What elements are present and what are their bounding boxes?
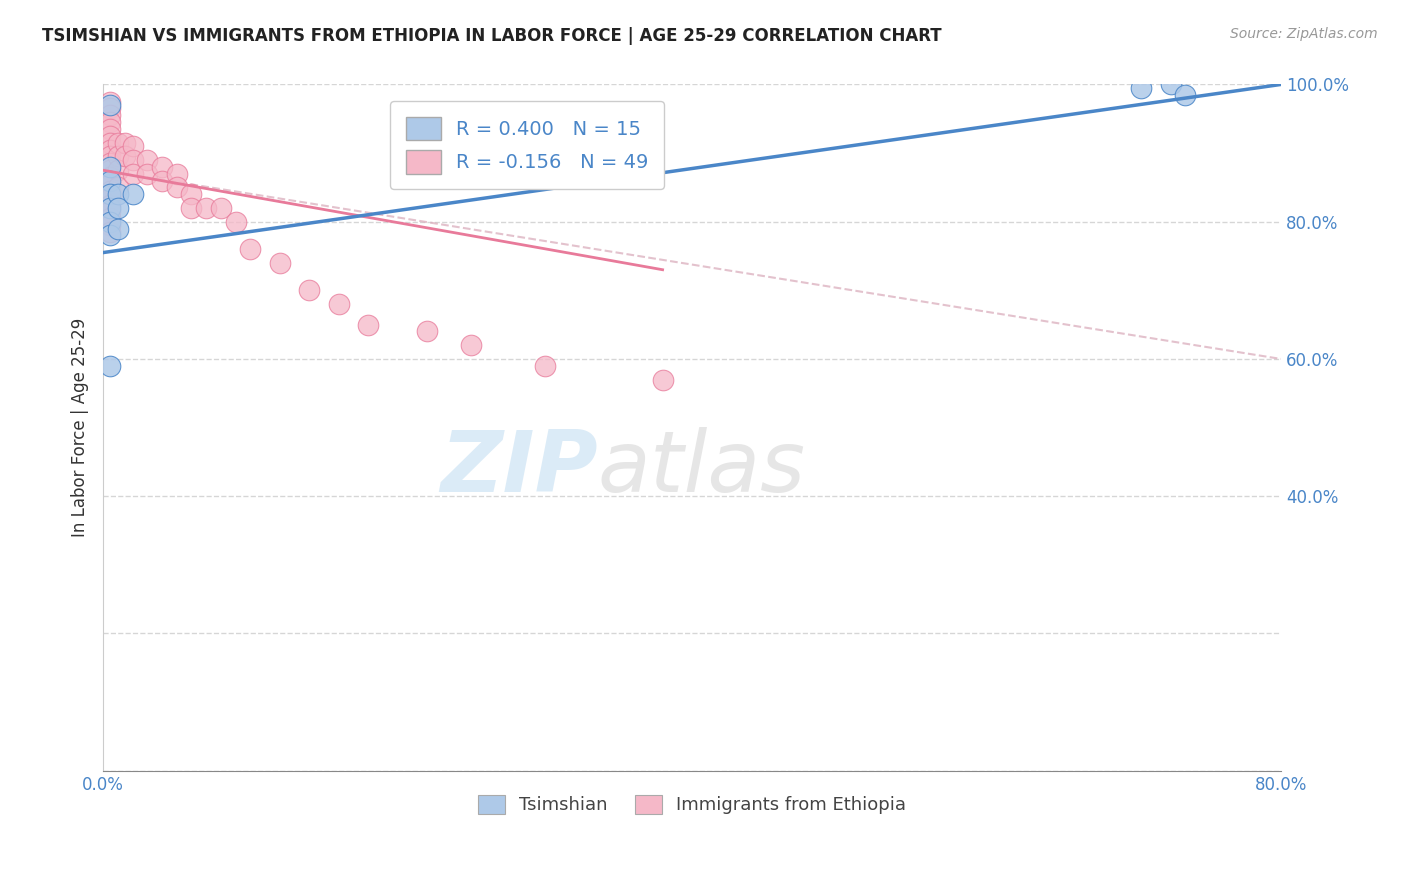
- Text: TSIMSHIAN VS IMMIGRANTS FROM ETHIOPIA IN LABOR FORCE | AGE 25-29 CORRELATION CHA: TSIMSHIAN VS IMMIGRANTS FROM ETHIOPIA IN…: [42, 27, 942, 45]
- Point: [533, 359, 555, 373]
- Point: [100, 149, 122, 163]
- Point: [100, 108, 122, 122]
- Text: atlas: atlas: [598, 427, 806, 510]
- Point: [100, 187, 122, 202]
- Point: [107, 149, 129, 163]
- Point: [416, 325, 439, 339]
- Point: [298, 283, 321, 297]
- Point: [100, 228, 122, 243]
- Point: [121, 167, 143, 181]
- Point: [100, 204, 122, 219]
- Point: [651, 372, 673, 386]
- Text: ZIP: ZIP: [440, 427, 598, 510]
- Point: [107, 187, 129, 202]
- Point: [100, 136, 122, 150]
- Point: [136, 167, 159, 181]
- Point: [100, 215, 122, 229]
- Point: [114, 136, 136, 150]
- Point: [100, 102, 122, 116]
- Point: [1174, 87, 1197, 102]
- Point: [100, 95, 122, 109]
- Point: [100, 122, 122, 136]
- Point: [100, 191, 122, 205]
- Point: [180, 187, 202, 202]
- Point: [121, 187, 143, 202]
- Y-axis label: In Labor Force | Age 25-29: In Labor Force | Age 25-29: [72, 318, 89, 537]
- Point: [150, 173, 173, 187]
- Point: [100, 156, 122, 170]
- Point: [357, 318, 380, 332]
- Point: [100, 115, 122, 129]
- Point: [1130, 81, 1153, 95]
- Point: [1160, 78, 1182, 92]
- Point: [100, 184, 122, 198]
- Point: [195, 201, 218, 215]
- Legend: Tsimshian, Immigrants from Ethiopia: Tsimshian, Immigrants from Ethiopia: [468, 786, 915, 823]
- Point: [107, 163, 129, 178]
- Point: [180, 201, 202, 215]
- Point: [209, 201, 232, 215]
- Point: [166, 167, 188, 181]
- Point: [100, 170, 122, 185]
- Point: [100, 163, 122, 178]
- Point: [121, 153, 143, 167]
- Text: Source: ZipAtlas.com: Source: ZipAtlas.com: [1230, 27, 1378, 41]
- Point: [107, 201, 129, 215]
- Point: [100, 225, 122, 239]
- Point: [100, 201, 122, 215]
- Point: [100, 359, 122, 373]
- Point: [328, 297, 350, 311]
- Point: [460, 338, 482, 352]
- Point: [100, 98, 122, 112]
- Point: [100, 160, 122, 174]
- Point: [114, 149, 136, 163]
- Point: [100, 173, 122, 187]
- Point: [107, 221, 129, 235]
- Point: [225, 215, 247, 229]
- Point: [100, 143, 122, 157]
- Point: [100, 211, 122, 226]
- Point: [100, 197, 122, 211]
- Point: [107, 180, 129, 194]
- Point: [107, 136, 129, 150]
- Point: [239, 242, 262, 256]
- Point: [136, 153, 159, 167]
- Point: [100, 128, 122, 143]
- Point: [100, 177, 122, 191]
- Point: [121, 139, 143, 153]
- Point: [100, 218, 122, 232]
- Point: [166, 180, 188, 194]
- Point: [269, 256, 291, 270]
- Point: [150, 160, 173, 174]
